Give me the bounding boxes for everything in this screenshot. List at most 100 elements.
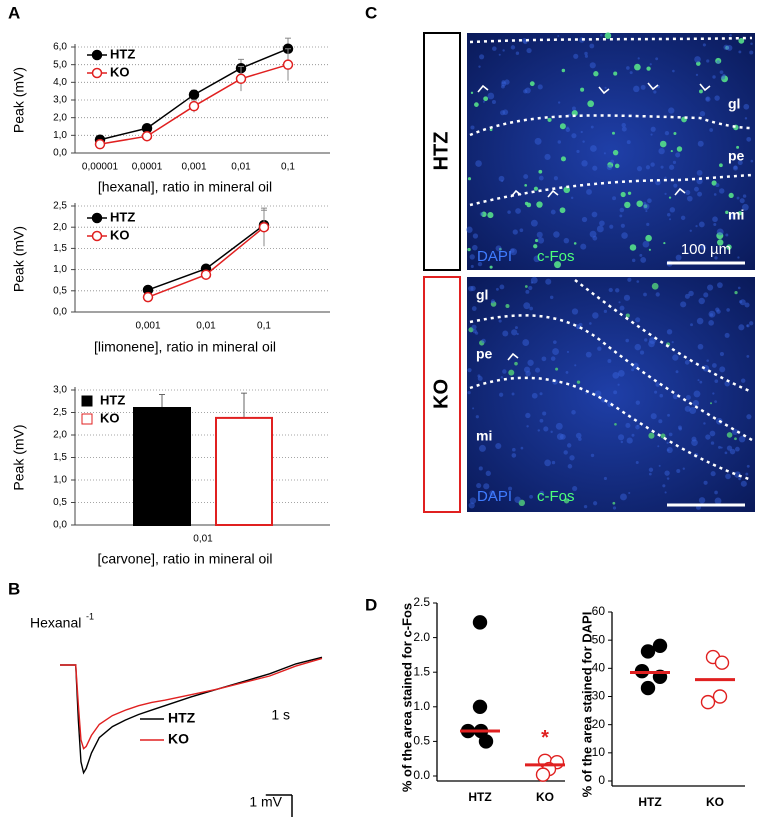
cell	[715, 183, 720, 188]
cell	[631, 258, 636, 263]
cell	[603, 476, 607, 480]
cell	[627, 277, 632, 282]
cell	[749, 321, 754, 326]
cell	[510, 248, 518, 256]
cell	[474, 102, 479, 107]
cell	[539, 418, 544, 423]
cell	[563, 186, 571, 194]
cell	[719, 163, 723, 168]
cell	[570, 196, 574, 200]
y-tick-label: 4,0	[53, 77, 67, 88]
marker	[200, 269, 212, 280]
cell	[697, 140, 704, 147]
cell	[640, 84, 646, 90]
cell	[646, 66, 651, 71]
cell	[642, 240, 650, 248]
cell	[610, 159, 615, 164]
cell	[696, 317, 704, 325]
cell	[648, 472, 652, 476]
cell	[716, 309, 721, 314]
cell	[514, 496, 521, 503]
cell	[511, 392, 515, 396]
scale-label: 1 mV	[249, 794, 282, 810]
cell	[495, 287, 499, 291]
cell	[544, 459, 551, 467]
cell	[714, 379, 719, 384]
cell	[555, 422, 563, 430]
cell	[581, 216, 588, 223]
cell	[737, 160, 743, 166]
cell	[580, 243, 587, 250]
cell	[643, 292, 647, 297]
y-tick-label: 2,0	[53, 430, 67, 441]
cell	[713, 223, 717, 227]
stain-label: c-Fos	[537, 248, 575, 265]
cell	[529, 81, 535, 87]
cell	[697, 343, 704, 350]
cell	[731, 428, 739, 436]
cell	[737, 211, 743, 216]
cell	[654, 390, 658, 394]
x-tick-label: 0,01	[196, 321, 216, 332]
y-tick-label: 0,0	[53, 520, 67, 531]
cell	[699, 380, 703, 384]
cell	[526, 425, 529, 428]
cell	[692, 400, 700, 407]
cell	[648, 467, 654, 472]
cell	[592, 235, 598, 241]
cell	[604, 86, 607, 89]
cell	[710, 441, 715, 445]
cell	[659, 393, 664, 398]
cell	[626, 437, 633, 444]
cell	[477, 375, 483, 381]
panel-label: A	[8, 3, 20, 22]
cell	[716, 228, 724, 236]
cell	[535, 367, 541, 373]
cell	[492, 46, 497, 51]
trace	[60, 656, 323, 775]
cell	[655, 57, 659, 61]
cell	[512, 447, 516, 452]
cell	[640, 256, 647, 263]
cell	[476, 483, 482, 489]
cell	[718, 445, 722, 449]
cell	[543, 426, 549, 432]
cell	[684, 405, 691, 412]
cell	[501, 84, 505, 89]
cell	[613, 390, 618, 395]
cell	[725, 233, 729, 237]
y-tick-label: 40	[592, 661, 606, 675]
cell	[512, 229, 518, 235]
cell	[575, 432, 582, 439]
cell	[657, 445, 660, 448]
cell	[724, 332, 730, 338]
cell	[712, 75, 716, 79]
marker	[94, 138, 106, 150]
cell	[658, 464, 661, 467]
cell	[620, 440, 624, 444]
y-tick-label: 50	[592, 632, 606, 646]
cell	[538, 169, 543, 174]
y-axis-label: Peak (mV)	[11, 67, 27, 133]
cell	[708, 319, 714, 326]
cell	[471, 324, 477, 330]
cell	[742, 203, 749, 211]
layer-label: pe	[728, 148, 745, 164]
cell	[487, 212, 494, 219]
cell	[664, 491, 667, 494]
cell	[500, 376, 504, 379]
cell	[726, 432, 733, 438]
cell	[668, 196, 672, 199]
cell	[695, 73, 699, 77]
cell	[710, 471, 716, 477]
x-tick-label: KO	[706, 795, 724, 809]
cell	[688, 290, 694, 297]
cell	[478, 65, 481, 68]
cell	[592, 165, 598, 171]
cell	[547, 117, 552, 122]
cell	[566, 126, 569, 130]
cell	[475, 160, 482, 167]
scale-label: 1 s	[271, 707, 290, 723]
cell	[559, 207, 566, 214]
cell	[625, 422, 631, 428]
